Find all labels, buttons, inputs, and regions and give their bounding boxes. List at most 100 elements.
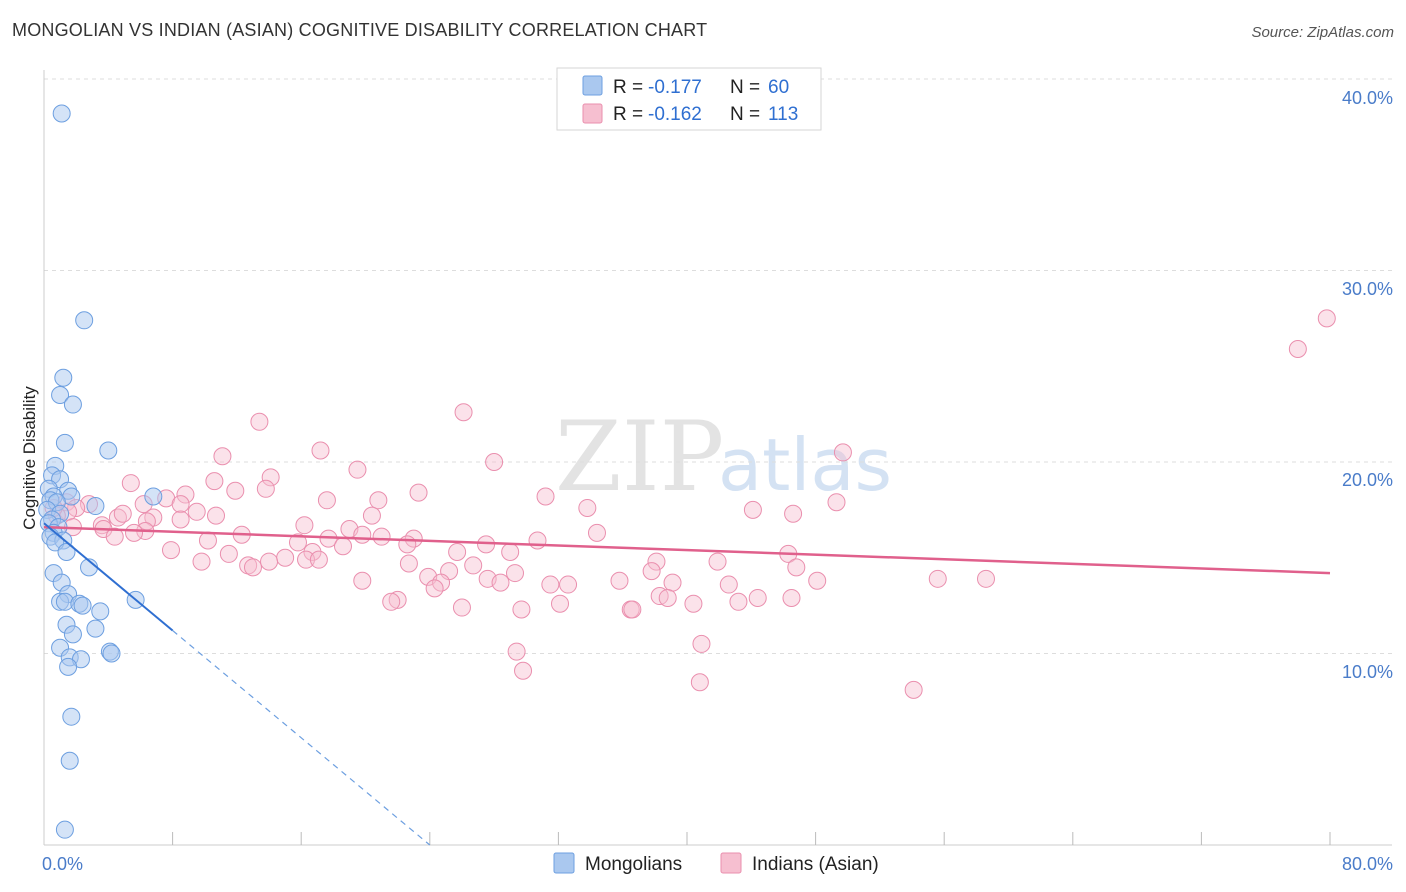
bottom-legend-swatch-indians-asian <box>720 852 742 874</box>
mongolians-trendline <box>43 522 174 632</box>
indians-asian-point <box>226 481 245 500</box>
indians-asian-point <box>743 500 762 519</box>
indians-asian-point <box>161 541 180 560</box>
watermark-zip: ZIP <box>555 401 724 513</box>
mongolians-point <box>59 657 78 676</box>
indians-asian-point <box>684 594 703 613</box>
legend-n-value-2: 113 <box>768 104 798 125</box>
indians-asian-point <box>198 531 217 550</box>
mongolians-point <box>75 311 94 330</box>
indians-asian-point <box>505 564 524 583</box>
indians-asian-point <box>663 573 682 592</box>
indians-asian-point <box>317 491 336 510</box>
y-tick-label-20: 20.0% <box>1342 470 1393 490</box>
indians-asian-point <box>528 531 547 550</box>
mongolians-point <box>144 487 163 506</box>
legend-n-value-1: 60 <box>768 77 789 98</box>
indians-asian-trendline <box>43 525 1331 575</box>
indians-asian-point <box>311 441 330 460</box>
indians-asian-point <box>512 600 531 619</box>
bottom-legend-indians-asian: Indians (Asian) <box>752 854 879 875</box>
indians-asian-point <box>295 516 314 535</box>
mongolians-point <box>99 441 118 460</box>
indians-asian-point <box>690 673 709 692</box>
mongolians-point <box>86 619 105 638</box>
indians-asian-point <box>425 579 444 598</box>
mongolians-point <box>62 707 81 726</box>
indians-asian-point <box>348 460 367 479</box>
y-tick-label-30: 30.0% <box>1342 279 1393 299</box>
indians-asian-point <box>362 506 381 525</box>
indians-asian-point <box>719 575 738 594</box>
mongolians-point <box>55 433 74 452</box>
indians-asian-point <box>578 498 597 517</box>
indians-asian-point <box>587 523 606 542</box>
indians-asian-point <box>261 468 280 487</box>
indians-asian-point <box>243 558 262 577</box>
indians-asian-point <box>187 502 206 521</box>
mongolians-point <box>63 625 82 644</box>
watermark-atlas: atlas <box>718 423 892 507</box>
indians-asian-point <box>501 543 520 562</box>
indians-asian-point <box>658 588 677 607</box>
indians-asian-point <box>610 571 629 590</box>
indians-asian-point <box>398 535 417 554</box>
mongolians-point <box>91 602 110 621</box>
indians-asian-point <box>541 575 560 594</box>
indians-asian-point <box>536 487 555 506</box>
indians-asian-point <box>782 588 801 607</box>
mongolians-point <box>63 395 82 414</box>
indians-asian-point <box>827 493 846 512</box>
indians-asian-point <box>105 527 124 546</box>
indians-asian-point <box>260 552 279 571</box>
indians-asian-point <box>256 479 275 498</box>
legend-n-label-2: N = <box>730 104 760 125</box>
mongolians-point <box>55 820 74 839</box>
indians-asian-point <box>808 571 827 590</box>
indians-asian-point <box>551 594 570 613</box>
indians-asian-point <box>729 592 748 611</box>
indians-asian-point <box>250 412 269 431</box>
indians-asian-point <box>353 571 372 590</box>
top-legend: R = -0.177 N = 60 R = -0.162 N = 113 <box>556 67 822 131</box>
legend-n-label-1: N = <box>730 77 760 98</box>
legend-swatch-indians-asian <box>582 103 603 124</box>
mongolians-point <box>73 596 92 615</box>
legend-r-value-1: -0.177 <box>648 77 702 98</box>
bottom-legend: Mongolians Indians (Asian) <box>553 852 879 875</box>
indians-asian-point <box>1317 309 1336 328</box>
bottom-legend-mongolians: Mongolians <box>585 854 682 875</box>
mongolians-trendline-extension <box>172 630 431 846</box>
indians-asian-point <box>559 575 578 594</box>
x-tick-label-0: 0.0% <box>42 854 83 874</box>
indians-asian-point <box>113 504 132 523</box>
indians-asian-point <box>333 537 352 556</box>
x-axis-ticks <box>172 832 1331 845</box>
indians-asian-point <box>297 550 316 569</box>
y-tick-label-10: 10.0% <box>1342 662 1393 682</box>
indians-asian-point <box>491 573 510 592</box>
indians-asian-point <box>748 588 767 607</box>
indians-asian-point <box>448 543 467 562</box>
indians-asian-point <box>454 403 473 422</box>
indians-asian-point <box>514 661 533 680</box>
indians-asian-point <box>353 525 372 544</box>
legend-r-label-1: R = <box>613 77 643 98</box>
indians-asian-point <box>121 474 140 493</box>
indians-asian-point <box>623 600 642 619</box>
mongolians-point <box>102 644 121 663</box>
indians-asian-points <box>44 309 1336 699</box>
indians-asian-point <box>787 558 806 577</box>
indians-asian-point <box>205 472 224 491</box>
indians-asian-point <box>388 590 407 609</box>
indians-asian-point <box>372 527 391 546</box>
legend-swatch-mongolians <box>582 75 603 96</box>
source-label: Source: ZipAtlas.com <box>1251 24 1394 41</box>
indians-asian-point <box>303 543 322 562</box>
x-tick-label-80: 80.0% <box>1342 854 1393 874</box>
mongolians-point <box>60 751 79 770</box>
indians-asian-point <box>784 504 803 523</box>
indians-asian-point <box>928 569 947 588</box>
indians-asian-point <box>647 552 666 571</box>
